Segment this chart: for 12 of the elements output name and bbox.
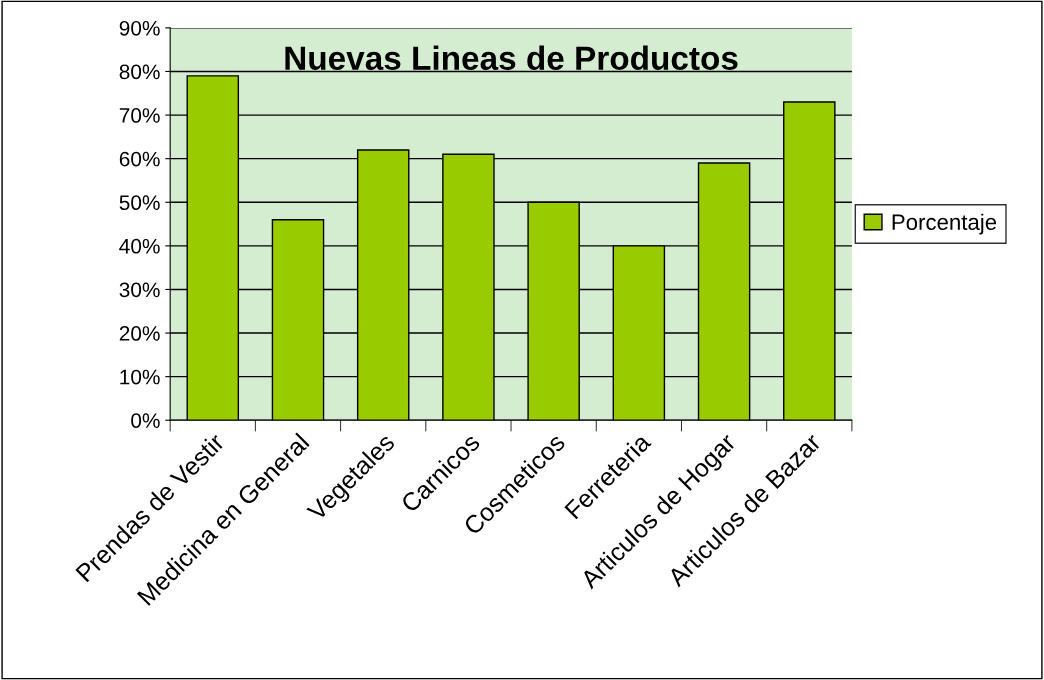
y-tick-label: 20%: [119, 326, 160, 341]
y-tick-label: 50%: [119, 195, 160, 211]
y-tick-label: 30%: [119, 282, 160, 298]
y-tick-label: 10%: [120, 369, 160, 385]
y-tick-label: 0%: [131, 413, 160, 428]
y-tick-label: 70%: [119, 108, 160, 123]
chart-title: Nuevas Lineas de Productos: [285, 45, 738, 71]
legend-label: Porcentaje: [892, 213, 997, 235]
y-tick-label: 60%: [119, 151, 160, 167]
y-tick-label: 90%: [119, 20, 160, 36]
y-tick-label: 80%: [119, 64, 160, 80]
y-tick-label: 40%: [119, 238, 160, 254]
